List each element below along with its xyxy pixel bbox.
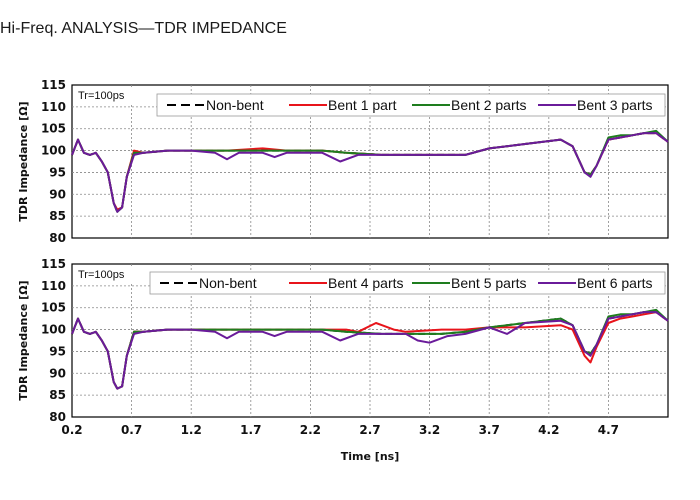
x-tick-label: 2.7 [359,423,380,437]
legend-box [156,93,666,117]
legend-entry-label: Bent 1 part [328,97,397,113]
condition-box [75,267,137,282]
legend-entry-label: Non-bent [199,275,257,291]
x-tick-label: 0.2 [61,423,82,437]
condition-label: Tr=100ps [78,90,125,102]
x-axis-title: Time [ns] [341,450,399,463]
series-line-bent-3-parts [71,132,669,213]
legend-box [149,271,666,295]
y-tick-label: 95 [49,344,66,358]
condition-label: Tr=100ps [78,269,125,281]
x-tick-label: 0.7 [121,423,142,437]
y-axis-title: TDR Impedance [Ω] [17,280,30,400]
y-tick-label: 85 [49,209,66,223]
x-tick-label: 4.2 [538,423,559,437]
condition-box [75,88,137,103]
y-tick-label: 100 [41,144,66,158]
y-tick-label: 90 [49,187,66,201]
legend-entry-label: Bent 3 parts [577,97,653,113]
x-tick-label: 4.7 [598,423,619,437]
y-tick-label: 115 [41,78,66,92]
page-title: Hi-Freq. ANALYSIS—TDR IMPEDANCE [0,20,287,37]
y-tick-label: 80 [49,410,66,424]
y-tick-label: 100 [41,323,66,337]
x-tick-label: 3.7 [479,423,500,437]
y-tick-label: 105 [41,122,66,136]
legend-entry-label: Non-bent [206,97,264,113]
x-tick-label: 1.2 [181,423,202,437]
legend-entry-label: Bent 4 parts [328,275,404,291]
y-tick-label: 85 [49,388,66,402]
y-tick-label: 115 [41,257,66,271]
chart-panel-1: 80 85 90 95 100 105 110 115 TDR Impedance [Ω] Tr=… [17,78,669,245]
x-tick-label: 1.7 [240,423,261,437]
x-tick-label: 3.2 [419,423,440,437]
series-line-bent-6-parts [71,311,669,390]
y-tick-label: 110 [41,100,66,114]
y-tick-label: 80 [49,231,66,245]
y-tick-label: 105 [41,301,66,315]
y-tick-label: 110 [41,279,66,293]
x-tick-label: 2.2 [300,423,321,437]
y-tick-label: 90 [49,366,66,380]
chart-panel-2: 80 85 90 95 100 105 110 115 0.2 0.7 1.2 1.7 2.2 2.7 3.… [17,257,669,437]
y-axis-title: TDR Impedance [Ω] [17,101,30,221]
legend-entry-label: Bent 5 parts [451,275,527,291]
legend-entry-label: Bent 2 parts [451,97,527,113]
y-tick-label: 95 [49,165,66,179]
legend-entry-label: Bent 6 parts [577,275,653,291]
